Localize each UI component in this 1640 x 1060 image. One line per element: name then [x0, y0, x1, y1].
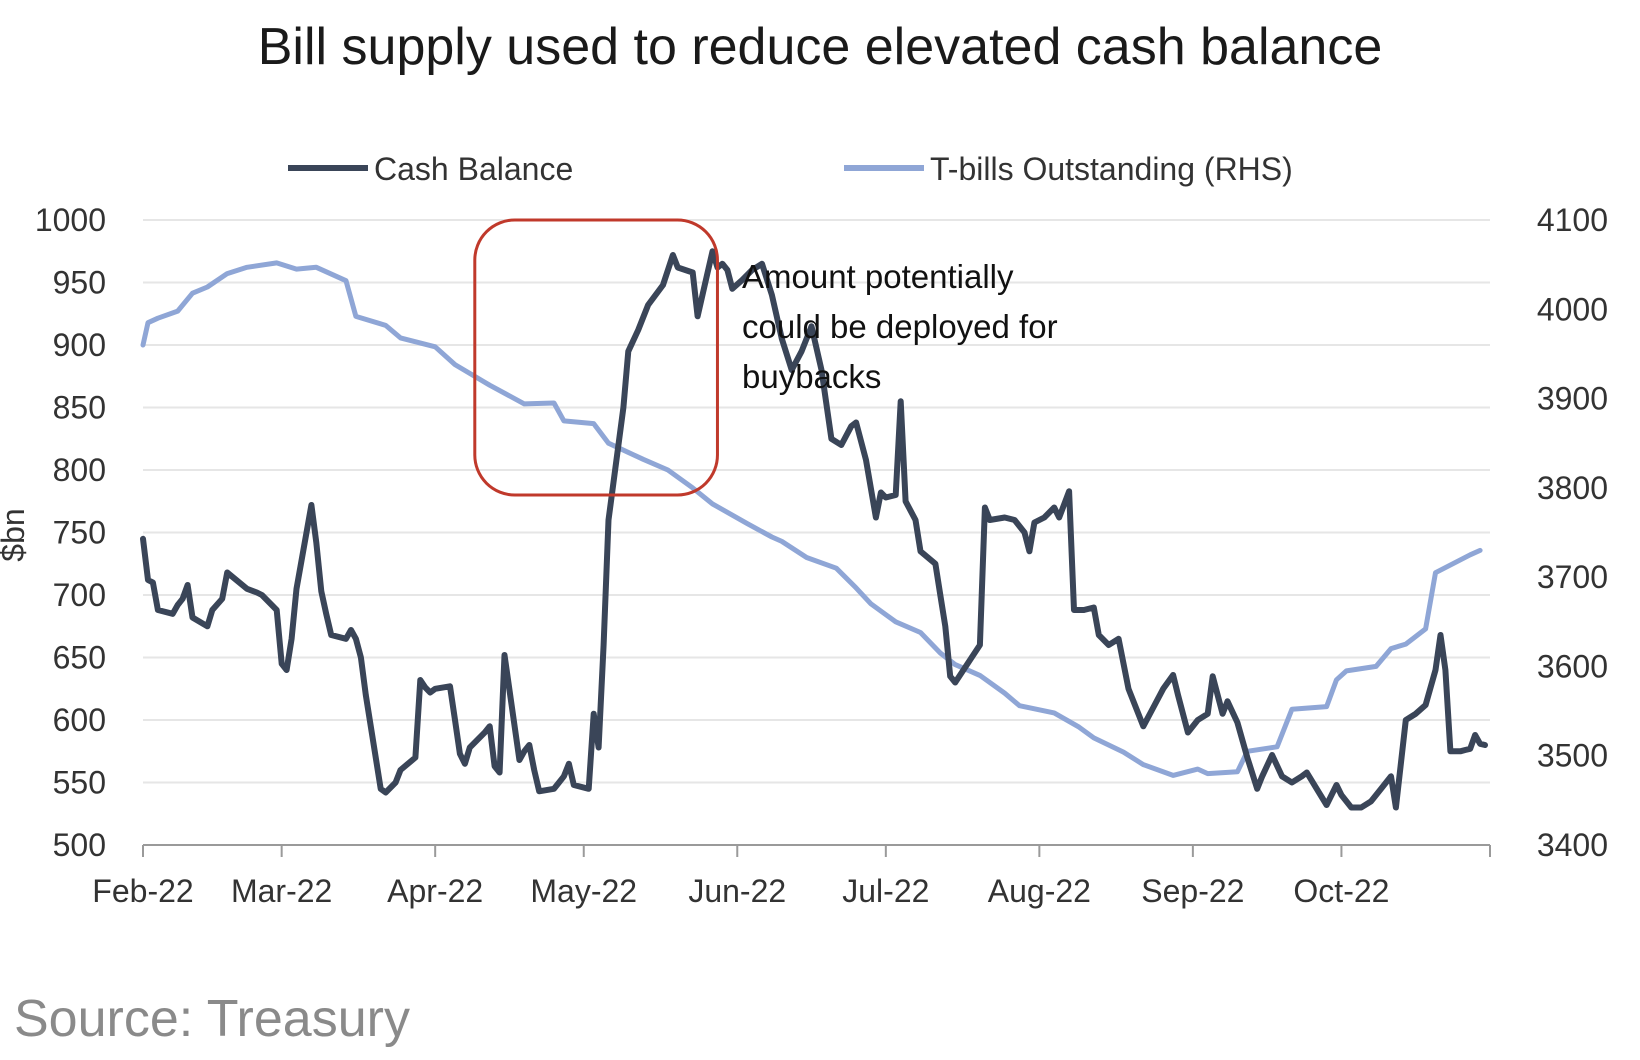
- y2-tick-label: 3400: [1537, 827, 1608, 863]
- y2-tick-label: 4100: [1537, 202, 1608, 238]
- x-tick-label: Aug-22: [988, 873, 1091, 909]
- y-tick-label: 750: [53, 515, 106, 551]
- y-tick-label: 950: [53, 265, 106, 301]
- series-line-tbills: [140, 260, 1483, 778]
- y2-tick-label: 3700: [1537, 559, 1608, 595]
- y-tick-label: 500: [53, 827, 106, 863]
- y-tick-label: 550: [53, 765, 106, 801]
- x-tick-label: Feb-22: [92, 873, 193, 909]
- annotation-text: Amount potentially could be deployed for…: [742, 258, 1067, 395]
- x-axis: Feb-22 Mar-22 Apr-22 May-22 Jun-22 Jul-22 Aug-…: [92, 844, 1491, 909]
- gridlines: [143, 219, 1490, 784]
- annotation-line-1: Amount potentially: [742, 258, 1014, 295]
- y-tick-label: 600: [53, 702, 106, 738]
- x-tick-label: Sep-22: [1141, 873, 1244, 909]
- annotation-box: [473, 218, 719, 497]
- legend-label-tbills: T-bills Outstanding (RHS): [930, 151, 1293, 187]
- annotation-line-2: could be deployed for: [742, 308, 1058, 345]
- y-tick-label: 700: [53, 577, 106, 613]
- annotation-line-3: buybacks: [742, 358, 881, 395]
- y2-tick-label: 3600: [1537, 648, 1608, 684]
- x-tick-label: Jul-22: [842, 873, 929, 909]
- x-tick-label: Jun-22: [688, 873, 786, 909]
- y-tick-label: 1000: [35, 202, 106, 238]
- left-axis: 500 550 600 650 700 750 800 850 900 950 1000: [35, 202, 106, 863]
- series-layer: [140, 248, 1488, 811]
- chart-title: Bill supply used to reduce elevated cash…: [258, 18, 1383, 76]
- series-line-cash-balance: [140, 248, 1488, 811]
- x-tick-label: Apr-22: [387, 873, 483, 909]
- y2-tick-label: 3500: [1537, 738, 1608, 774]
- x-tick-label: Oct-22: [1293, 873, 1389, 909]
- y2-tick-label: 4000: [1537, 291, 1608, 327]
- source-note: Source: Treasury: [14, 990, 410, 1048]
- right-axis: 3400 3500 3600 3700 3800 3900 4000 4100: [1537, 202, 1608, 863]
- legend: Cash Balance T-bills Outstanding (RHS): [288, 151, 1293, 187]
- y-tick-label: 850: [53, 390, 106, 426]
- y-tick-label: 650: [53, 640, 106, 676]
- y-tick-label: 800: [53, 452, 106, 488]
- x-tick-label: Mar-22: [231, 873, 332, 909]
- x-tick-label: May-22: [530, 873, 637, 909]
- y2-tick-label: 3900: [1537, 381, 1608, 417]
- y2-tick-label: 3800: [1537, 470, 1608, 506]
- y-tick-label: 900: [53, 327, 106, 363]
- y-axis-label: $bn: [0, 508, 31, 561]
- legend-label-cash-balance: Cash Balance: [374, 151, 573, 187]
